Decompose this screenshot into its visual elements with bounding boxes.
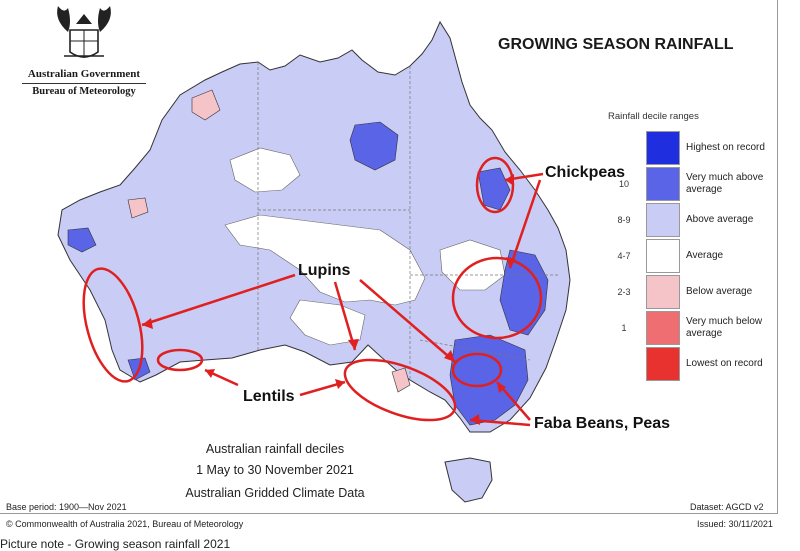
chickpeas-label: Chickpeas	[545, 164, 626, 181]
legend-code: 10	[618, 179, 629, 189]
dataset: Dataset: AGCD v2	[690, 502, 764, 512]
lentils-circle-vic	[343, 358, 457, 422]
base-period: Base period: 1900—Nov 2021	[6, 502, 127, 512]
copyright: © Commonwealth of Australia 2021, Bureau…	[6, 519, 244, 529]
below-zone-kimberley	[191, 89, 221, 121]
caption-line-1: Australian rainfall deciles	[205, 442, 345, 456]
below-zone-sa	[391, 367, 411, 393]
caption-line-2: 1 May to 30 November 2021	[196, 463, 354, 477]
legend-item: 8-9 Above average	[612, 203, 772, 237]
arrowheads	[142, 174, 516, 425]
map-frame	[0, 0, 778, 514]
much-above-zone-wa	[67, 227, 97, 253]
legend-item: 4-7 Average	[612, 239, 772, 273]
legend-item: 2-3 Below average	[612, 275, 772, 309]
legend-item: 1 Very much below average	[612, 311, 772, 345]
tasmania	[444, 457, 493, 503]
faba-circle	[451, 352, 503, 388]
legend-label: Highest on record	[686, 142, 765, 153]
faba-arrow-2	[469, 418, 531, 427]
legend-item: Highest on record	[612, 131, 772, 165]
average-zone-south	[289, 299, 366, 346]
bom-logo: Australian Government Bureau of Meteorol…	[14, 14, 154, 97]
legend-label: Very much below average	[686, 316, 763, 339]
lupins-circle-wa	[82, 267, 144, 383]
below-zone-wa	[127, 197, 149, 219]
lupins-label: Lupins	[298, 262, 351, 279]
faba-beans-peas-label: Faba Beans, Peas	[534, 415, 671, 432]
chickpeas-arrow-2	[508, 179, 542, 269]
legend-swatch	[646, 275, 680, 309]
legend-label: Above average	[686, 214, 754, 225]
picture-note: Picture note - Growing season rainfall 2…	[0, 537, 231, 551]
legend-swatch	[646, 311, 680, 345]
legend-label: Below average	[686, 286, 753, 297]
caption-line-3: Australian Gridded Climate Data	[185, 486, 365, 500]
gov-name: Australian Government	[27, 68, 141, 80]
much-above-zone-qld	[477, 167, 511, 211]
lentils-circle-sa	[156, 348, 204, 372]
legend-label: Very much above average	[686, 172, 764, 195]
much-above-zone-north	[349, 121, 399, 171]
average-zone-north	[229, 147, 301, 193]
bureau-name: Bureau of Meteorology	[22, 83, 146, 97]
lupins-arrow-1	[141, 273, 296, 327]
issued-date: Issued: 30/11/2021	[697, 519, 773, 529]
state-borders	[257, 62, 560, 380]
lupins-arrow-2	[333, 281, 357, 351]
legend-swatch	[646, 167, 680, 201]
legend-code: 2-3	[617, 287, 631, 297]
legend-label: Average	[686, 250, 724, 261]
page-title: GROWING SEASON RAINFALL	[498, 36, 734, 53]
much-above-zone-southeast	[449, 334, 529, 426]
much-above-zone-east	[499, 249, 549, 336]
legend-code: 4-7	[617, 251, 631, 261]
lentils-label: Lentils	[243, 388, 295, 405]
average-zone-central	[224, 214, 426, 306]
legend-swatch	[646, 347, 680, 381]
legend-label: Lowest on record	[686, 358, 763, 369]
legend-swatch	[646, 131, 680, 165]
legend-title: Rainfall decile ranges	[608, 111, 699, 122]
legend-item: Lowest on record	[612, 347, 772, 381]
legend-item: 10 Very much above average	[612, 167, 772, 201]
legend-swatch	[646, 203, 680, 237]
legend-code: 8-9	[617, 215, 631, 225]
legend-swatch	[646, 239, 680, 273]
legend-code: 1	[621, 323, 627, 333]
coat-of-arms-icon	[57, 6, 111, 58]
chickpeas-circle-east	[451, 256, 543, 340]
lupins-arrow-3	[359, 279, 456, 363]
